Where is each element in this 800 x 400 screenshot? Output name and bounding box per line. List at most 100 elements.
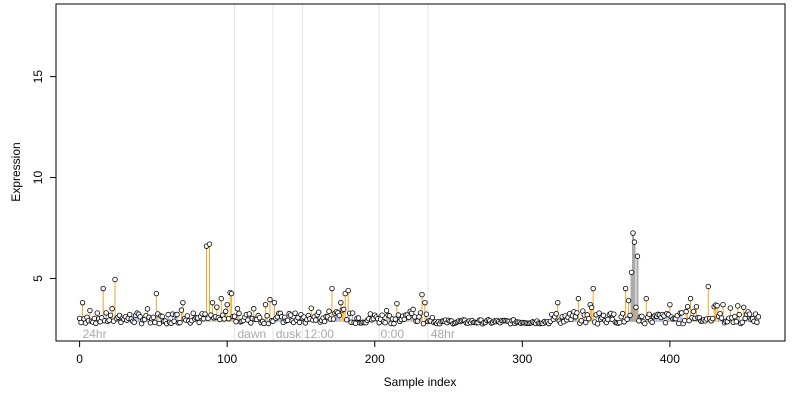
point-16 [100, 285, 106, 292]
point-410 [681, 317, 688, 324]
point-408 [679, 310, 685, 316]
point-450 [740, 304, 747, 310]
point-185 [349, 310, 356, 316]
point-447 [736, 311, 742, 318]
point-69 [178, 307, 185, 313]
point-21 [107, 312, 114, 318]
point-141 [284, 317, 291, 323]
point-214 [392, 316, 399, 322]
point-177 [338, 299, 344, 306]
point-445 [733, 319, 740, 325]
point-239 [429, 314, 436, 321]
point-197 [367, 311, 374, 317]
point-132 [271, 299, 278, 306]
point-386 [646, 311, 652, 317]
point-50 [150, 314, 157, 321]
point-411 [683, 308, 689, 315]
x-tick-label-0: 0 [76, 352, 83, 366]
region-label-2: dusk [276, 327, 302, 341]
expression-points [76, 230, 762, 327]
point-400 [667, 301, 673, 308]
point-208 [383, 307, 390, 314]
point-182 [345, 287, 351, 294]
point-429 [709, 315, 716, 322]
point-383 [642, 320, 648, 327]
point-2 [79, 299, 86, 306]
point-372 [625, 297, 632, 304]
point-416 [690, 308, 697, 315]
y-axis-label: Expression [9, 142, 23, 201]
point-116 [248, 320, 254, 326]
point-90 [209, 299, 216, 306]
point-127 [264, 313, 270, 319]
point-234 [422, 299, 428, 306]
x-axis: 0 100 200 300 400 [76, 340, 680, 366]
point-345 [586, 315, 592, 322]
point-187 [352, 320, 359, 326]
point-347 [588, 304, 595, 311]
point-338 [575, 295, 582, 302]
point-460 [755, 314, 762, 320]
point-172 [330, 316, 337, 322]
point-84 [200, 316, 207, 322]
point-454 [746, 311, 753, 317]
point-12 [94, 310, 101, 316]
y-tick-label-15: 15 [31, 70, 45, 84]
point-22 [109, 306, 115, 312]
point-337 [574, 310, 580, 316]
point-88 [206, 241, 213, 247]
point-64 [171, 318, 177, 324]
point-324 [555, 299, 561, 306]
point-213 [391, 320, 397, 327]
point-107 [234, 306, 241, 312]
point-146 [292, 310, 298, 316]
point-85 [202, 311, 208, 317]
point-436 [720, 301, 726, 308]
point-459 [754, 319, 760, 325]
point-162 [315, 309, 322, 315]
point-388 [649, 319, 655, 325]
point-37 [131, 319, 137, 326]
point-371 [624, 316, 630, 322]
y-tick-label-10: 10 [31, 171, 45, 185]
point-189 [355, 315, 362, 321]
point-118 [251, 306, 257, 312]
point-446 [735, 303, 741, 309]
point-226 [410, 306, 416, 313]
point-73 [184, 313, 191, 319]
point-108 [236, 310, 242, 317]
point-126 [262, 301, 269, 308]
x-tick-label-400: 400 [660, 352, 680, 366]
point-435 [718, 315, 725, 321]
point-7 [87, 307, 93, 314]
point-377 [633, 304, 639, 311]
point-373 [627, 312, 633, 319]
point-81 [196, 319, 202, 326]
point-397 [662, 320, 669, 326]
region-label-0: 24hr [83, 327, 107, 341]
y-axis: 5 10 15 [31, 70, 57, 282]
point-54 [156, 320, 162, 327]
point-412 [684, 303, 691, 310]
point-355 [600, 312, 607, 319]
point-103 [228, 290, 235, 297]
point-381 [639, 313, 645, 320]
point-52 [153, 290, 160, 297]
point-368 [619, 310, 626, 317]
point-449 [739, 319, 745, 326]
point-46 [144, 306, 151, 312]
point-70 [180, 299, 186, 306]
point-18 [103, 310, 109, 316]
point-229 [414, 318, 421, 324]
point-125 [261, 320, 267, 327]
point-166 [321, 318, 328, 325]
point-235 [423, 311, 430, 317]
point-77 [190, 310, 196, 316]
point-215 [394, 300, 400, 307]
time-dividers [234, 4, 429, 341]
x-axis-label: Sample index [384, 375, 457, 389]
point-169 [326, 308, 332, 314]
region-labels: 24hr dawn dusk 12:00 0:00 48hr [83, 327, 455, 341]
region-label-5: 48hr [431, 327, 455, 341]
